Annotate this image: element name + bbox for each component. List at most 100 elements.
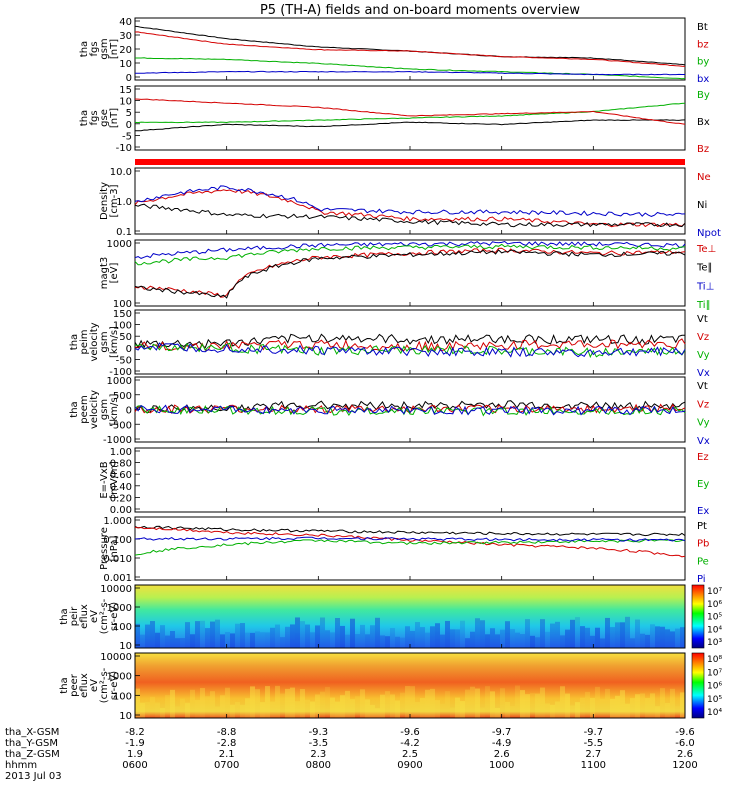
x-row-label: tha_X-GSM <box>5 727 59 738</box>
spectrogram-striation <box>150 696 155 718</box>
legend-entry: bz <box>697 39 709 50</box>
panel-pressure: 1.000 0.100 0.010 0.001 Pressure [nPa] Pt Pb Pe P… <box>99 516 709 585</box>
spectrogram-striation <box>670 631 675 648</box>
series-line-Npot <box>134 185 686 217</box>
spectrogram-striation <box>265 686 270 718</box>
spectrogram-striation <box>445 620 450 648</box>
spectrogram-striation <box>460 701 465 718</box>
spectrogram-striation <box>475 688 480 718</box>
series-line-Bz <box>134 98 686 125</box>
panel-frame <box>134 17 686 81</box>
spectrogram-striation <box>305 624 310 648</box>
legend-entry: Vy <box>697 350 710 361</box>
spectrogram-striation <box>225 687 230 718</box>
y-tick-label: 10 <box>119 97 132 108</box>
legend-entry: Ex <box>697 506 709 517</box>
spectrogram-striation <box>330 632 335 648</box>
legend-entry: Vt <box>697 381 708 392</box>
spectrogram-striation <box>140 702 145 718</box>
y-tick-label: 0.80 <box>110 459 132 470</box>
y-tick-label: 100 <box>113 691 132 702</box>
spectrogram-striation <box>485 686 490 718</box>
panel-efield: 1.000.800.600.400.200.00E=-VxB [mV/m] Ez Ey… <box>99 447 709 517</box>
legend-entry: Bz <box>697 144 709 155</box>
x-row-label: hhmm <box>5 760 37 771</box>
y-axis-label: magt3 <box>99 257 110 290</box>
x-row-value: -9.7 <box>584 727 604 738</box>
spectrogram-striation <box>510 705 515 718</box>
y-tick-label: 0 <box>126 73 132 84</box>
spectrogram-striation <box>560 686 565 718</box>
spectrogram-striation <box>360 624 365 648</box>
y-tick-label: 5 <box>126 108 132 119</box>
spectrogram-striation <box>250 632 255 648</box>
spectrogram-striation <box>255 689 260 718</box>
spectrogram-striation <box>620 622 625 648</box>
spectrogram-striation <box>435 623 440 648</box>
spectrogram-striation <box>450 707 455 718</box>
spectrogram-fill <box>135 653 685 718</box>
y-tick-label: 10 <box>119 59 132 70</box>
y-axis-label: fgs <box>89 110 100 125</box>
spectrogram-striation <box>260 702 265 718</box>
x-row-value: -8.8 <box>217 727 237 738</box>
spectrogram-striation <box>135 688 140 718</box>
panel-peem_v: 1000 500 0 -500 -1000 tha peem velocity gsm [km/s… <box>69 376 710 447</box>
panel-frame <box>134 309 686 375</box>
y-axis-label: tha <box>79 110 90 126</box>
spectrogram-striation <box>365 699 370 718</box>
colorbar-tick-label: 10⁸ <box>707 655 722 665</box>
spectrogram-striation <box>320 617 325 648</box>
y-tick-label: 1.0 <box>116 197 132 208</box>
spectrogram-striation <box>350 618 355 648</box>
spectrogram-striation <box>245 632 250 648</box>
spectrogram-striation <box>565 629 570 648</box>
spectrogram-striation <box>175 638 180 648</box>
spectrogram-striation <box>310 632 315 648</box>
y-axis-label: tha <box>69 401 80 417</box>
y-axis-label: tha <box>59 677 70 693</box>
y-axis-label: eV <box>89 679 100 692</box>
spectrogram-striation <box>515 685 520 718</box>
spectrogram-striation <box>630 698 635 718</box>
spectrogram-striation <box>540 619 545 648</box>
spectrogram-fill <box>135 585 685 648</box>
y-axis-label: Density <box>99 182 110 220</box>
series-line-Pt <box>134 525 686 537</box>
spectrogram-striation <box>585 691 590 718</box>
spectrogram-striation <box>660 688 665 718</box>
spectrogram-striation <box>230 704 235 718</box>
spectrogram-striation <box>490 628 495 648</box>
legend-entry: Vy <box>697 418 710 429</box>
y-tick-label: 0 <box>126 120 132 131</box>
x-row-value: -4.2 <box>400 738 420 749</box>
spectrogram-striation <box>340 625 345 648</box>
spectrogram-striation <box>385 636 390 648</box>
y-axis-label: peim <box>79 329 90 354</box>
legend-entry: Ni <box>697 200 707 211</box>
y-tick-label: 10000 <box>100 652 132 663</box>
spectrogram-striation <box>245 698 250 718</box>
spectrogram-striation <box>600 638 605 648</box>
x-row-label: tha_Z-GSM <box>5 749 60 760</box>
spectrogram-striation <box>250 686 255 718</box>
spectrogram-striation <box>640 693 645 718</box>
legend-entry: Te⊥ <box>696 244 716 255</box>
spectrogram-striation <box>150 621 155 648</box>
spectrogram-striation <box>560 635 565 648</box>
spectrogram-striation <box>545 631 550 648</box>
spectrogram-striation <box>360 689 365 718</box>
y-tick-label: 50 <box>119 332 132 343</box>
y-tick-label: 0 <box>126 406 132 417</box>
spectrogram-striation <box>225 632 230 648</box>
y-axis-label: E=-VxB <box>99 461 110 498</box>
spectrogram-striation <box>170 689 175 718</box>
series-line-Vx <box>134 342 686 358</box>
spectrogram-striation <box>325 630 330 648</box>
y-axis-label: tha <box>79 41 90 57</box>
series-line-Ti⊥ <box>134 240 686 259</box>
y-tick-label: 0.1 <box>116 227 132 238</box>
y-axis-label: [km/s] <box>109 326 120 358</box>
spectrogram-striation <box>600 698 605 718</box>
